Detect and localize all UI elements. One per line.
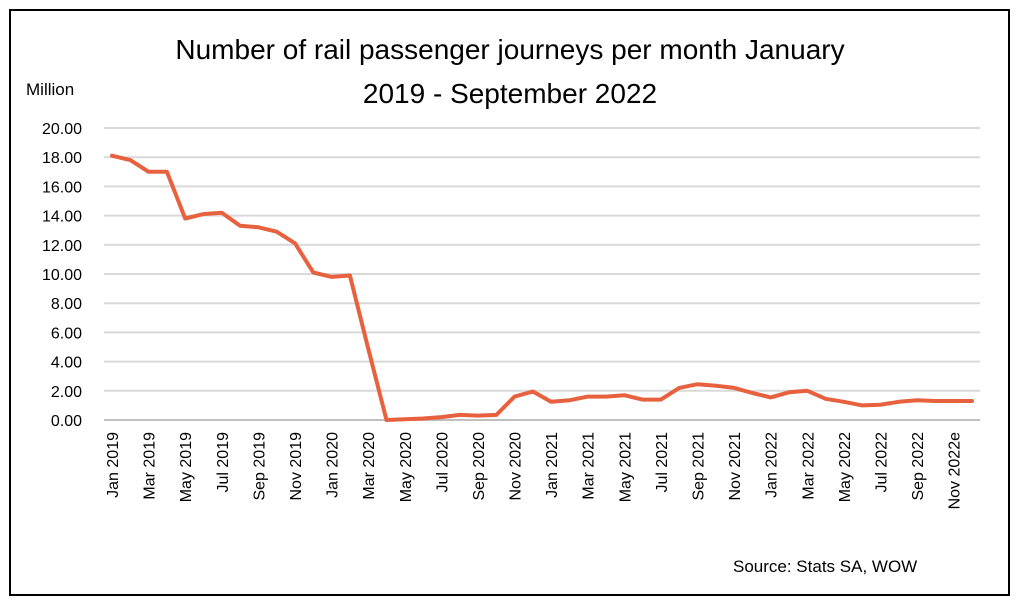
- chart-title-line-2: 2019 - September 2022: [362, 78, 658, 109]
- y-tick-label: 8.00: [51, 296, 82, 313]
- chart-title: Number of rail passenger journeys per mo…: [100, 28, 920, 116]
- x-tick-label: Jan 2021: [544, 432, 561, 498]
- y-tick-label: 16.00: [42, 179, 82, 196]
- gridlines: [104, 127, 980, 421]
- x-tick-label: Jan 2022: [764, 432, 781, 498]
- x-tick-label: May 2020: [398, 432, 415, 502]
- x-tick-label: Jul 2019: [215, 432, 232, 493]
- y-tick-label: 4.00: [51, 355, 82, 372]
- x-tick-label: Mar 2020: [361, 432, 378, 500]
- y-tick-labels: 0.00 2.00 4.00 6.00 8.00 10.00 12.00 14.00 16.00…: [42, 121, 82, 430]
- x-tick-label: Nov 2022e: [947, 432, 964, 509]
- x-tick-labels: Jan 2019 Mar 2019 May 2019 Jul 2019 Sep 2019…: [105, 432, 964, 509]
- series-line: [110, 153, 974, 422]
- y-tick-label: 18.00: [42, 150, 82, 167]
- x-tick-label: Nov 2019: [288, 432, 305, 501]
- x-tick-label: Sep 2020: [471, 432, 488, 501]
- y-tick-label: 12.00: [42, 238, 82, 255]
- y-tick-label: 14.00: [42, 209, 82, 226]
- x-tick-label: Mar 2021: [581, 432, 598, 500]
- y-tick-label: 6.00: [51, 325, 82, 342]
- x-tick-label: Jul 2022: [874, 432, 891, 493]
- x-tick-label: May 2021: [617, 432, 634, 502]
- x-tick-label: Jul 2021: [654, 432, 671, 493]
- y-tick-label: 10.00: [42, 267, 82, 284]
- y-tick-label: 20.00: [42, 121, 82, 138]
- x-tick-label: May 2019: [178, 432, 195, 502]
- source-note: Source: Stats SA, WOW: [733, 557, 918, 576]
- x-tick-label: Sep 2022: [910, 432, 927, 501]
- x-tick-label: Jan 2020: [325, 432, 342, 498]
- y-axis-unit-label: Million: [26, 80, 75, 99]
- x-tick-label: Sep 2019: [251, 432, 268, 501]
- y-tick-label: 2.00: [51, 384, 82, 401]
- x-tick-label: Nov 2020: [508, 432, 525, 501]
- x-tick-label: Sep 2021: [691, 432, 708, 501]
- x-tick-label: Nov 2021: [727, 432, 744, 501]
- y-tick-label: 0.00: [51, 413, 82, 430]
- x-tick-label: Jan 2019: [105, 432, 122, 498]
- series-layer: [110, 153, 974, 422]
- x-tick-label: Mar 2019: [142, 432, 159, 500]
- x-tick-label: May 2022: [837, 432, 854, 502]
- x-tick-label: Mar 2022: [800, 432, 817, 500]
- chart-title-line-1: Number of rail passenger journeys per mo…: [175, 34, 845, 65]
- x-tick-label: Jul 2020: [434, 432, 451, 493]
